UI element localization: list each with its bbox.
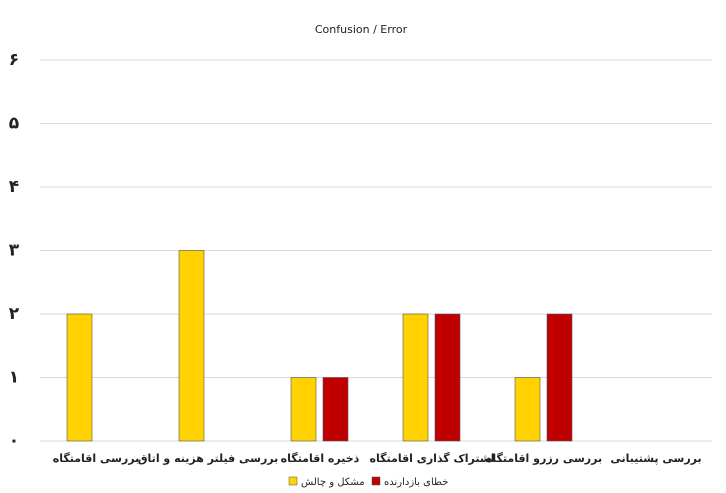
bar bbox=[178, 250, 205, 442]
y-tick-label: ۵ bbox=[9, 114, 19, 134]
bar bbox=[546, 313, 573, 442]
x-tick-label: ذخیره اقامتگاه bbox=[281, 452, 360, 465]
y-tick-label: ۳ bbox=[9, 241, 20, 261]
y-tick-label: ۲ bbox=[9, 304, 20, 324]
legend-swatch bbox=[371, 476, 381, 486]
x-tick-label: بررسی رزرو اقامتگاه bbox=[486, 452, 602, 465]
chart-title: Confusion / Error bbox=[315, 23, 408, 36]
x-tick-label: بررسی پشتیبانی bbox=[610, 452, 701, 465]
legend-label: خطای بازدارنده bbox=[384, 477, 448, 488]
bar bbox=[290, 377, 317, 442]
y-tick-label: ۴ bbox=[9, 177, 19, 197]
bar bbox=[322, 377, 349, 442]
bar bbox=[66, 313, 93, 442]
bar bbox=[514, 377, 541, 442]
legend-swatch bbox=[288, 476, 298, 486]
y-tick-label: ۱ bbox=[9, 368, 19, 388]
x-tick-label: بررسی اقامتگاه bbox=[53, 452, 140, 465]
bar bbox=[434, 313, 461, 442]
x-tick-label: اشتراک گذاری اقامتگاه bbox=[370, 452, 495, 465]
y-tick-label: ۶ bbox=[9, 50, 19, 70]
y-tick-label: ۰ bbox=[9, 431, 19, 451]
x-tick-label: بررسی فیلتر هزینه و اتاق bbox=[138, 452, 279, 465]
bar bbox=[402, 313, 429, 442]
legend-label: مشکل و چالش bbox=[301, 477, 365, 488]
